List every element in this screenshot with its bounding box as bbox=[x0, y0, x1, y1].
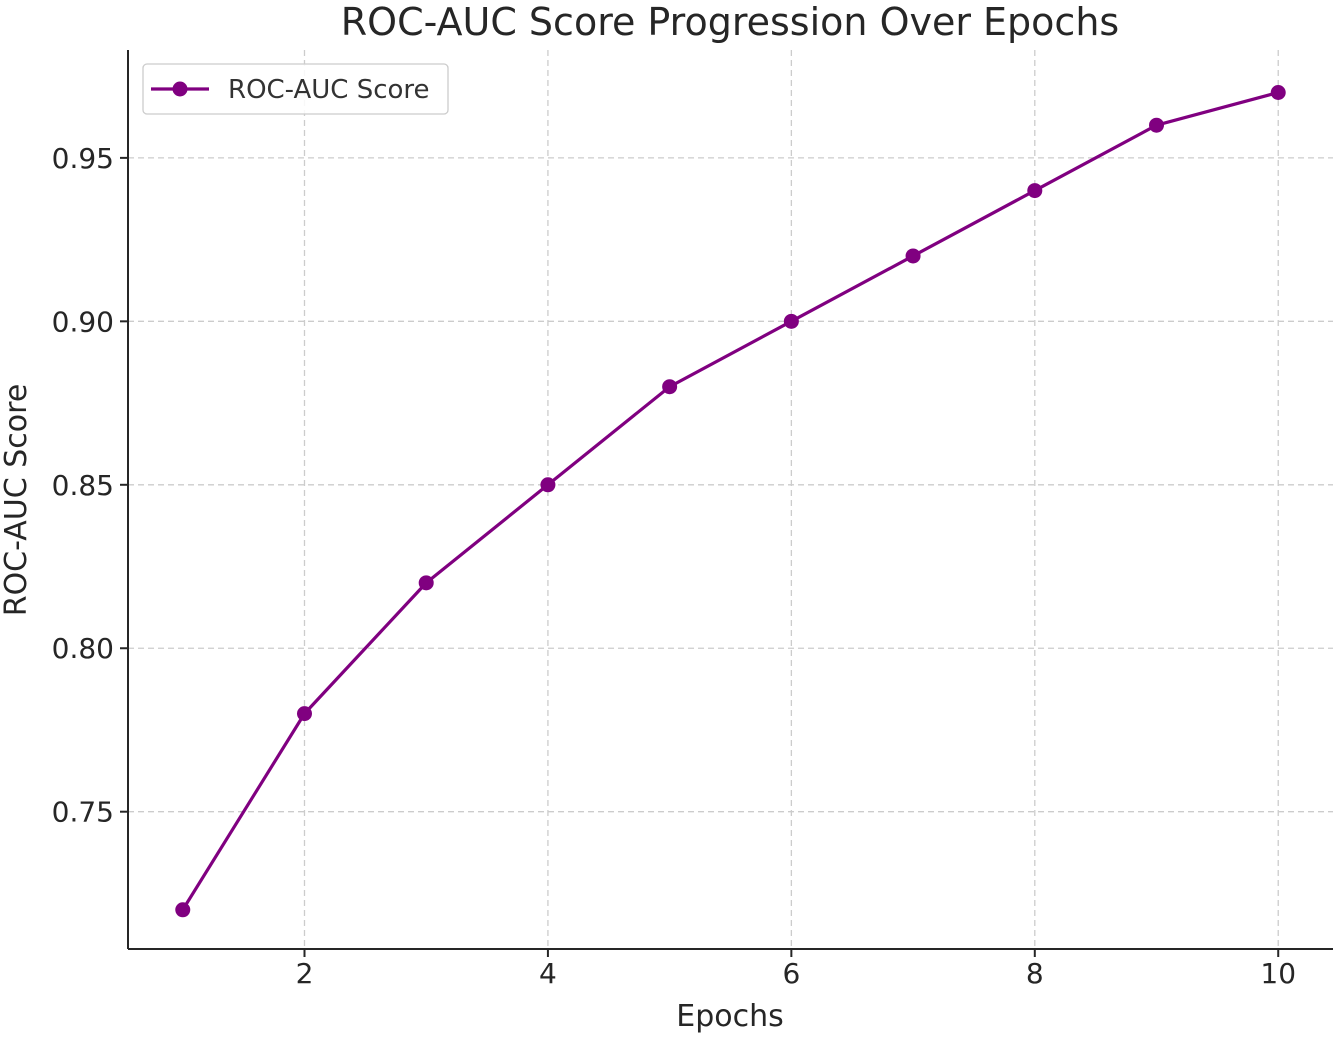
x-tick-label: 10 bbox=[1260, 957, 1296, 990]
y-tick-label: 0.95 bbox=[52, 142, 114, 175]
data-point bbox=[783, 313, 799, 329]
y-tick-label: 0.85 bbox=[52, 469, 114, 502]
legend-entry-roc-auc: ROC-AUC Score bbox=[228, 75, 430, 105]
x-tick-label: 8 bbox=[1026, 957, 1044, 990]
x-axis-ticks: 2 4 6 8 10 bbox=[296, 949, 1296, 990]
data-point bbox=[1027, 183, 1043, 199]
y-tick-label: 0.80 bbox=[52, 632, 114, 665]
legend-box bbox=[142, 63, 449, 115]
legend-marker-swatch bbox=[172, 81, 188, 97]
y-tick-label: 0.90 bbox=[52, 305, 114, 338]
x-axis-label: Epochs bbox=[676, 999, 784, 1034]
data-point bbox=[175, 902, 191, 918]
legend: ROC-AUC Score bbox=[142, 63, 449, 115]
y-axis-ticks: 0.75 0.80 0.85 0.90 0.95 bbox=[52, 142, 128, 829]
data-point bbox=[905, 248, 921, 264]
data-point bbox=[1270, 84, 1286, 100]
series-roc-auc bbox=[175, 84, 1286, 918]
data-point bbox=[1149, 117, 1165, 133]
series-line bbox=[181, 90, 1280, 912]
x-tick-label: 2 bbox=[296, 957, 314, 990]
y-tick-label: 0.75 bbox=[52, 796, 114, 829]
data-point bbox=[540, 477, 556, 493]
data-point bbox=[418, 575, 434, 591]
grid bbox=[128, 50, 1333, 949]
y-axis-label: ROC-AUC Score bbox=[0, 384, 34, 617]
x-tick-label: 4 bbox=[539, 957, 557, 990]
data-point bbox=[296, 706, 312, 722]
chart-title: ROC-AUC Score Progression Over Epochs bbox=[341, 0, 1119, 44]
data-point bbox=[662, 379, 678, 395]
x-tick-label: 6 bbox=[782, 957, 800, 990]
